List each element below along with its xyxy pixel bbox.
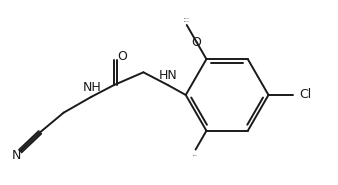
Text: NH: NH [83,81,101,94]
Text: O: O [192,36,201,49]
Text: HN: HN [159,69,177,82]
Text: N: N [11,149,21,162]
Text: Cl: Cl [299,88,311,101]
Text: O: O [117,50,127,63]
Text: methoxy: methoxy [184,21,190,22]
Text: methoxy: methoxy [184,18,190,19]
Text: methyl: methyl [193,155,198,156]
